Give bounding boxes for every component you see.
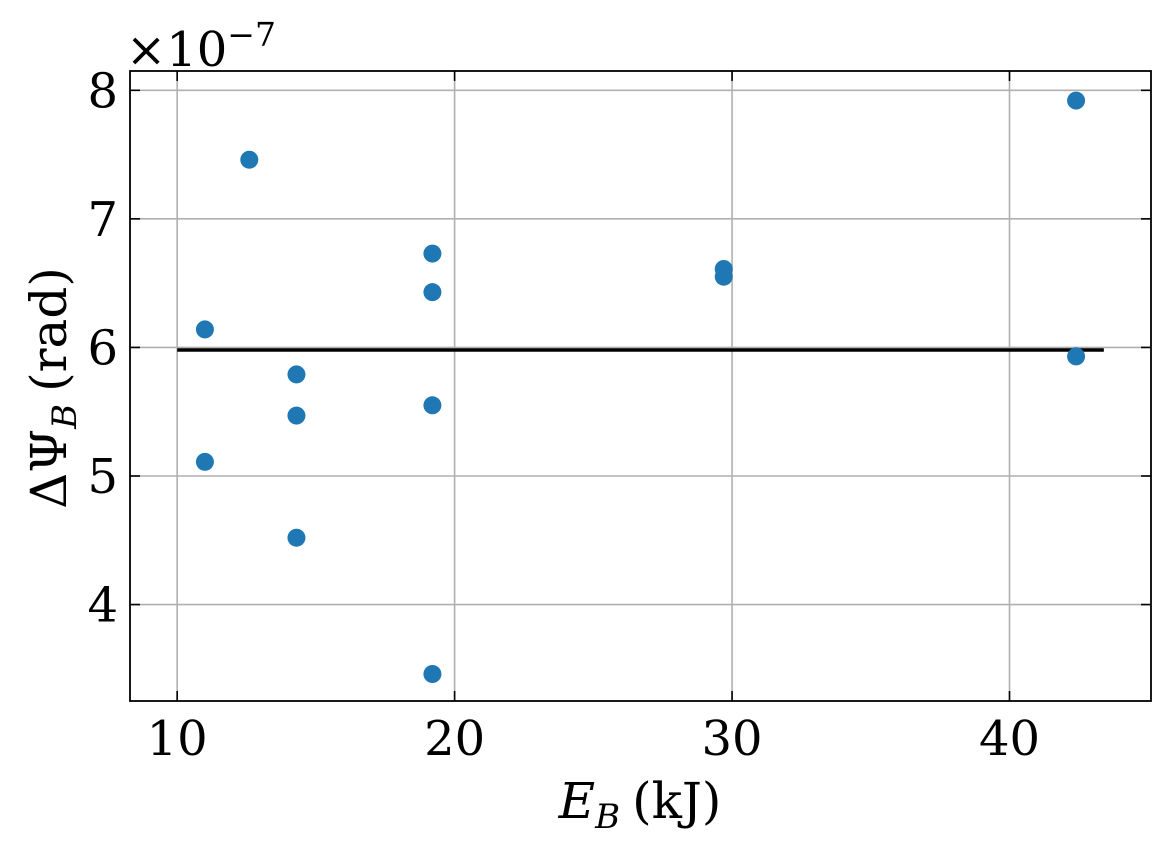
data-point [1067,347,1086,366]
axis-ticks: 10 20 30 40 4 5 6 7 8 [87,63,1151,767]
y-axis-label-sub: B [45,404,85,430]
y-scale-factor: ×10−7 [126,15,276,78]
y-tick-label: 5 [87,449,118,505]
x-tick-label: 30 [702,711,763,767]
x-tick-label: 20 [424,711,485,767]
y-tick-label: 7 [87,192,118,248]
y-scale-factor-base: ×10 [126,22,227,78]
data-point [423,283,442,302]
data-point [287,528,306,547]
data-point [287,365,306,384]
x-tick-label: 10 [147,711,208,767]
y-tick-label: 6 [87,320,118,376]
data-point [423,244,442,263]
data-point [714,267,733,286]
x-tick-label: 40 [979,711,1040,767]
x-axis-label-main: E [558,772,596,830]
y-axis-label: ΔΨB (rad) [20,267,85,509]
data-point [423,665,442,683]
plot-frame [129,70,1152,702]
x-axis-label-unit: (kJ) [632,772,721,830]
data-point [287,406,306,425]
data-point [195,320,214,339]
y-axis-label-main: ΔΨ [20,429,78,509]
data-point [240,150,259,169]
data-point [195,452,214,471]
y-tick-label: 4 [87,578,118,634]
x-axis-label: EB (kJ) [558,772,722,837]
grid-lines [130,71,1151,701]
y-axis-label-unit: (rad) [20,267,78,392]
data-point [423,396,442,415]
x-axis-label-sub: B [594,797,620,837]
y-scale-factor-exponent: −7 [227,15,276,54]
y-tick-label: 8 [87,63,118,119]
plot-border [129,70,1152,702]
data-points [195,91,1086,683]
data-point [1067,91,1086,110]
